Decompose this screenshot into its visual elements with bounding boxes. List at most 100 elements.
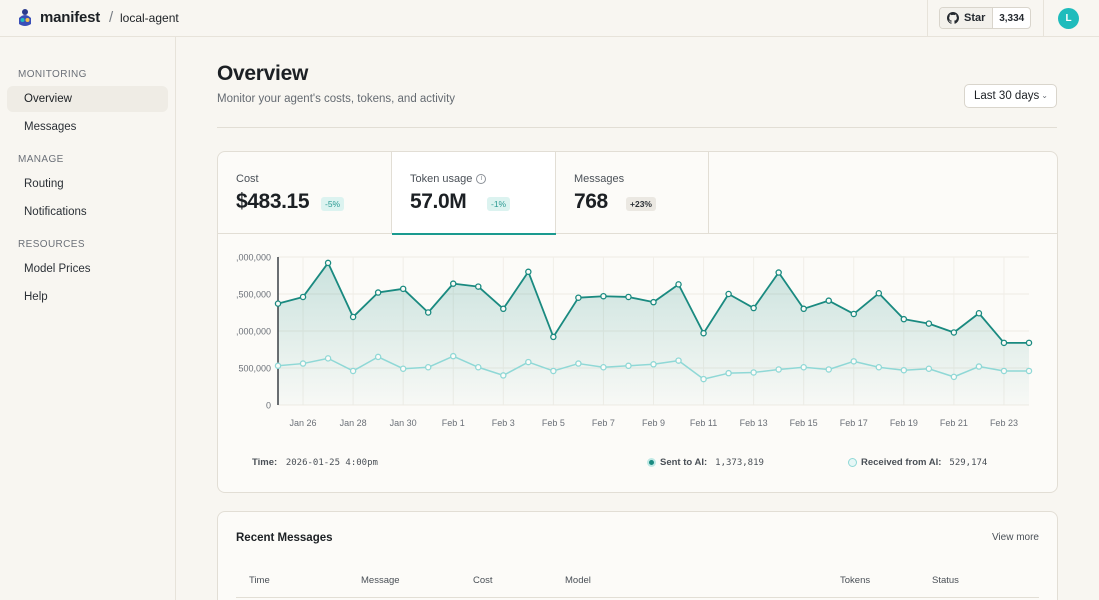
tab-cost[interactable]: Cost $483.15 -5% (218, 152, 392, 234)
metric-label-messages: Messages (574, 173, 625, 185)
sent-series-point (274, 300, 282, 307)
sidebar-item-overview[interactable]: Overview (7, 86, 168, 112)
recent-messages-title: Recent Messages (236, 532, 333, 544)
tab-token-usage[interactable]: Token usage i 57.0M -1% (392, 152, 556, 235)
tab-messages[interactable]: Messages 768 +23% (556, 152, 709, 234)
sent-series-point (625, 293, 632, 301)
sent-series-point (950, 329, 958, 336)
date-range-select[interactable]: Last 30 days ⌄ (964, 84, 1057, 108)
divider (1043, 0, 1044, 37)
column-header-time[interactable]: Time (249, 575, 270, 586)
sent-series-point (675, 281, 682, 288)
sent-series-point (900, 315, 908, 323)
sidebar-item-model-prices[interactable]: Model Prices (24, 263, 91, 275)
info-icon[interactable]: i (476, 174, 487, 184)
sidebar-item-notifications[interactable]: Notifications (24, 206, 87, 218)
received-series-point (900, 366, 908, 374)
x-tick-label: Feb 11 (690, 418, 717, 428)
sidebar-item-routing[interactable]: Routing (24, 178, 64, 190)
received-series-point (475, 364, 482, 371)
sent-series-point (775, 269, 782, 276)
x-tick-label: Feb 7 (592, 418, 615, 428)
sent-series-point (750, 304, 757, 312)
sidebar-item-help[interactable]: Help (24, 291, 48, 303)
y-tick-label: ,500,000 (236, 290, 271, 300)
metric-value-cost: $483.15 (236, 190, 310, 213)
metric-tabs: Cost $483.15 -5% Token usage i 57.0M -1% … (218, 152, 1057, 235)
column-header-model[interactable]: Model (565, 575, 591, 586)
brand-name[interactable]: manifest (40, 9, 101, 26)
manifest-logo-icon[interactable] (16, 8, 34, 28)
received-series-point (750, 369, 757, 376)
metric-change-tokens: -1% (487, 197, 511, 211)
legend-received-swatch (848, 458, 857, 467)
header-divider (217, 127, 1057, 128)
sent-series-point (299, 293, 307, 301)
sent-series-point (575, 294, 582, 301)
y-tick-label: ,000,000 (236, 327, 271, 337)
x-tick-label: Feb 3 (492, 418, 515, 428)
received-series-point (650, 361, 657, 368)
sidebar-section-manage: MANAGE (18, 154, 64, 165)
sent-series-point (700, 329, 707, 337)
received-series-point (575, 360, 582, 367)
x-tick-label: Jan 26 (290, 418, 317, 428)
column-header-status[interactable]: Status (932, 575, 959, 586)
received-series-point (500, 372, 507, 379)
received-series-point (374, 353, 382, 361)
sent-series-point (475, 283, 482, 290)
received-series-point (324, 355, 332, 362)
chart-legend: Time: 2026-01-25 4:00pm Sent to AI: 1,37… (218, 452, 1057, 472)
usage-chart[interactable]: ,000,000 ,500,000 ,000,000 500,000 0 Jan 26 Ja… (218, 234, 1058, 434)
sent-series-point (374, 289, 382, 296)
received-series-point (925, 365, 933, 372)
received-series-point (525, 358, 532, 366)
y-tick-label: ,000,000 (236, 253, 271, 263)
received-series-point (1025, 367, 1033, 375)
divider (927, 0, 928, 37)
sent-series-point (349, 313, 357, 321)
column-header-message[interactable]: Message (361, 575, 400, 586)
metrics-card: Cost $483.15 -5% Token usage i 57.0M -1% … (217, 151, 1058, 493)
sidebar-section-monitoring: MONITORING (18, 69, 87, 80)
x-tick-label: Feb 9 (642, 418, 665, 428)
x-tick-label: Feb 15 (790, 418, 818, 428)
date-range-value: Last 30 days (974, 90, 1040, 102)
received-series-point (349, 367, 357, 375)
view-more-link[interactable]: View more (991, 532, 1039, 543)
received-series-point (800, 364, 807, 371)
legend-sent: Sent to AI: 1,373,819 (647, 457, 764, 468)
legend-time: Time: 2026-01-25 4:00pm (252, 457, 378, 468)
x-tick-label: Feb 13 (740, 418, 768, 428)
y-tick-label: 500,000 (238, 364, 271, 374)
received-series-point (424, 364, 432, 371)
sent-series-point (500, 305, 507, 313)
metric-value-tokens: 57.0M (410, 190, 467, 213)
breadcrumb-separator: / (109, 9, 114, 26)
received-series-point (449, 352, 457, 360)
x-tick-label: Feb 5 (542, 418, 565, 428)
project-name[interactable]: local-agent (120, 11, 179, 25)
received-series-point (975, 363, 983, 370)
github-star-button[interactable]: Star 3,334 (939, 7, 1031, 29)
legend-received: Received from AI: 529,174 (848, 457, 987, 468)
received-series-point (700, 375, 707, 383)
column-header-tokens[interactable]: Tokens (840, 575, 871, 586)
received-series-point (600, 364, 607, 371)
x-tick-label: Feb 17 (840, 418, 868, 428)
sent-series-point (550, 333, 557, 341)
received-series-point (550, 367, 557, 375)
column-header-cost[interactable]: Cost (473, 575, 493, 586)
sent-series-point (424, 309, 432, 316)
top-bar: manifest / local-agent Star 3,334 L (0, 0, 1099, 37)
legend-received-label: Received from AI: (861, 457, 942, 468)
sent-series-point (600, 292, 607, 300)
sent-series-point (925, 320, 933, 327)
user-avatar[interactable]: L (1058, 8, 1079, 29)
sent-series-point (1025, 339, 1033, 347)
sent-series-point (825, 297, 832, 304)
received-series-point (825, 366, 832, 373)
sent-series-point (1000, 339, 1008, 347)
sidebar: MONITORING Overview Messages MANAGE Rout… (0, 37, 176, 600)
sidebar-item-messages[interactable]: Messages (24, 121, 77, 133)
